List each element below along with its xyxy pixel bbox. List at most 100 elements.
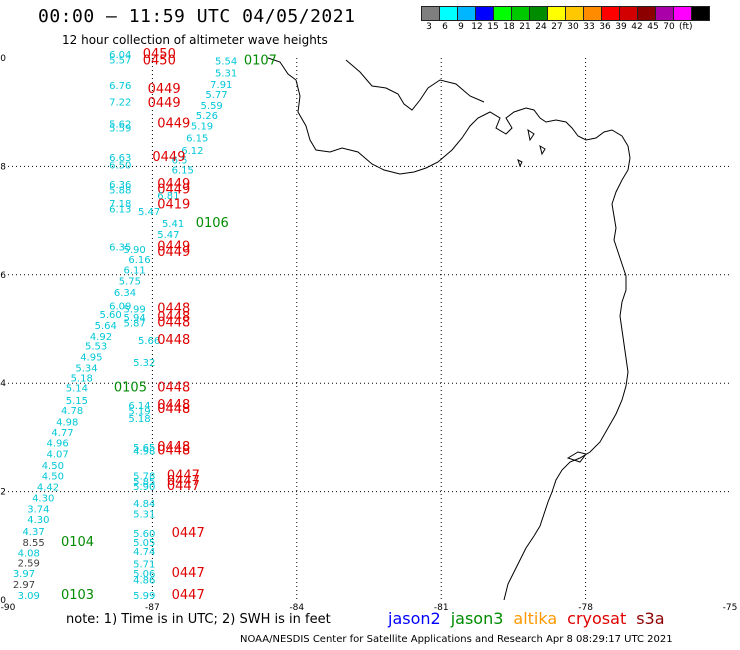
wave-height-label: 5.57	[109, 55, 131, 66]
wave-height-label: 5.54	[215, 57, 237, 68]
wave-height-label: 5.60	[133, 529, 155, 540]
pass-time-label: 0107	[244, 54, 277, 69]
wave-height-label: 4.84	[133, 499, 155, 510]
wave-height-label: 4.86	[133, 576, 155, 587]
pass-time-label: 0447	[172, 566, 205, 581]
wave-height-label: 6.5	[172, 156, 188, 167]
wave-height-label: 5.60	[99, 310, 121, 321]
wave-height-label: 6.63	[109, 153, 131, 164]
pass-time-label: 0448	[157, 380, 190, 395]
legend-altika: altika	[513, 609, 558, 628]
wave-height-label: 6.14	[128, 401, 150, 412]
credit-line: NOAA/NESDIS Center for Satellite Applica…	[240, 634, 673, 645]
pass-time-label: 0449	[157, 183, 190, 198]
wave-height-label: 4.77	[51, 428, 73, 439]
wave-height-label: 6.36	[109, 180, 131, 191]
x-tick-label: -84	[289, 603, 304, 613]
wave-height-label: 7.22	[109, 98, 131, 109]
wave-height-label: 5.15	[66, 396, 88, 407]
wave-height-label: 4.78	[61, 406, 83, 417]
color-scale-tick: 36	[599, 22, 611, 32]
wave-height-label: 5.32	[133, 358, 155, 369]
x-tick-label: -75	[723, 603, 738, 613]
wave-height-label: 5.26	[196, 111, 218, 122]
wave-height-label: 6.09	[109, 301, 131, 312]
pass-time-label: 0106	[196, 216, 229, 231]
wave-height-label: 5.47	[138, 207, 160, 218]
wave-height-label: 5.66	[138, 336, 160, 347]
color-scale-ticks: 3 6 9 12 15 18 21 24 27 30 33 36 39 42 45 70 (ft)	[421, 22, 692, 32]
pass-time-label: 0450	[143, 47, 176, 62]
wave-height-label: 5.19	[128, 407, 150, 418]
wave-height-label: 4.30	[32, 493, 54, 504]
color-scale-tick: 39	[615, 22, 627, 32]
wave-height-label: 4.92	[90, 332, 112, 343]
wave-height-label: 5.90	[133, 482, 155, 493]
color-scale-tick: 6	[442, 22, 448, 32]
pass-time-label: 0419	[157, 198, 190, 213]
wave-height-label: 5.47	[157, 230, 179, 241]
wave-height-label: 5.05	[133, 538, 155, 549]
x-tick-label: -90	[1, 603, 16, 613]
pass-time-label: 0448	[157, 444, 190, 459]
color-scale-tick: 9	[458, 22, 464, 32]
pass-time-label: 0447	[167, 469, 200, 484]
color-scale-tick: 12	[471, 22, 483, 32]
pass-time-label: 0448	[157, 333, 190, 348]
color-scale-tick: 27	[551, 22, 563, 32]
wave-height-label: 2.97	[13, 580, 35, 591]
wave-height-label: 6.13	[109, 204, 131, 215]
pass-time-label: 0448	[157, 398, 190, 413]
wave-height-label: 5.53	[85, 342, 107, 353]
wave-height-label: 4.74	[133, 547, 155, 558]
wave-height-label: 6.16	[128, 255, 150, 266]
legend-jason3: jason3	[450, 609, 504, 628]
color-scale-tick: 21	[519, 22, 531, 32]
pass-time-label: 0450	[143, 54, 176, 69]
wave-height-label: 6.15	[172, 165, 194, 176]
pass-time-label: 0449	[157, 116, 190, 131]
pass-time-label: 0448	[157, 302, 190, 317]
pass-time-label: 0449	[148, 82, 181, 97]
wave-height-label: 5.75	[119, 277, 141, 288]
wave-height-label: 5.31	[215, 68, 237, 79]
color-scale-tick: 18	[503, 22, 515, 32]
pass-time-label: 0448	[157, 315, 190, 330]
pass-time-label: 0104	[61, 535, 94, 550]
pass-time-label: 0449	[148, 96, 181, 111]
pass-time-label: 0449	[157, 239, 190, 254]
wave-height-label: 6.50	[109, 161, 131, 172]
wave-height-label: 5.31	[133, 510, 155, 521]
color-scale-tick: 30	[567, 22, 579, 32]
wave-height-label: 7.18	[109, 199, 131, 210]
pass-time-label: 0447	[172, 588, 205, 603]
y-tick-label: 2	[0, 488, 6, 498]
wave-height-label: 4.08	[18, 549, 40, 560]
wave-height-label: 5.62	[109, 119, 131, 130]
wave-height-label: 3.09	[18, 591, 40, 602]
wave-height-label: 5.78	[133, 472, 155, 483]
wave-height-label: 5.88	[109, 186, 131, 197]
color-scale-tick: 15	[487, 22, 499, 32]
color-scale-tick: 70	[663, 22, 675, 32]
pass-time-label: 0448	[157, 440, 190, 455]
y-tick-label: 10	[0, 54, 6, 64]
wave-height-label: 4.50	[42, 472, 64, 483]
pass-time-label: 0448	[157, 402, 190, 417]
wave-height-label: 5.59	[201, 101, 223, 112]
color-scale-bar	[421, 6, 710, 21]
wave-height-label: 5.64	[95, 321, 117, 332]
color-scale-tick: 45	[647, 22, 659, 32]
pass-time-label: 0448	[157, 310, 190, 325]
wave-height-label: 5.18	[128, 414, 150, 425]
wave-height-label: 5.59	[109, 124, 131, 135]
y-tick-label: 4	[0, 379, 6, 389]
wave-height-label: 5.19	[191, 122, 213, 133]
map-axes: -90 -87 -84 -81 -78 -75 0 2 4 6 8 10	[0, 54, 737, 613]
wave-height-label: 4.30	[27, 515, 49, 526]
wave-height-label: 5.71	[133, 559, 155, 570]
wave-height-label: 6.76	[109, 81, 131, 92]
legend-jason2: jason2	[388, 609, 441, 628]
wave-height-label: 3.74	[27, 505, 49, 516]
